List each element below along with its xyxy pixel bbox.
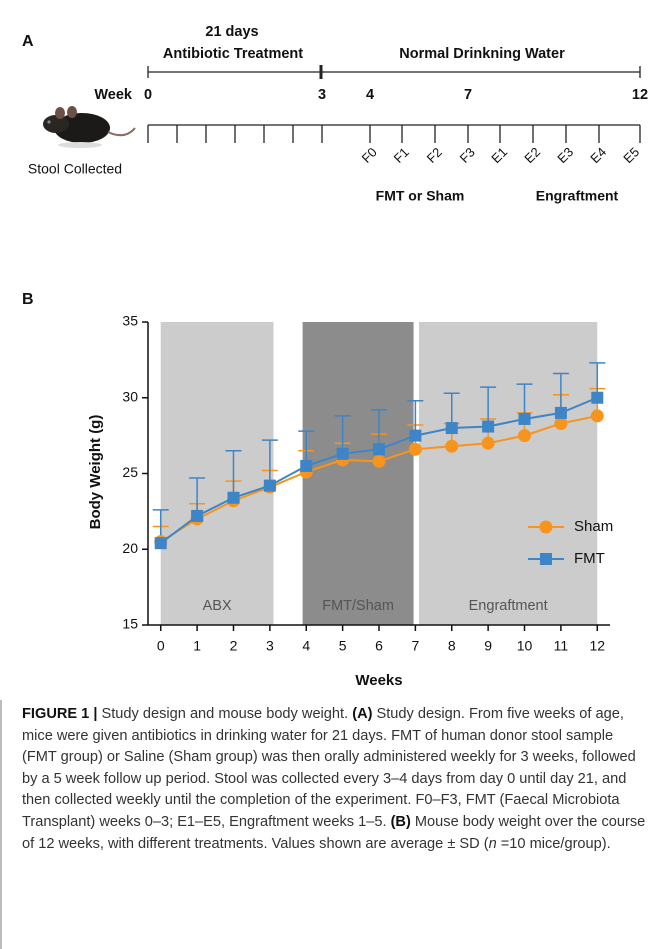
legend-marker: [539, 520, 553, 534]
y-tick-label: 25: [122, 464, 138, 480]
marker: [554, 417, 568, 431]
caption-text: Study design. From five weeks of age, mi…: [22, 706, 636, 830]
marker: [518, 429, 532, 443]
marker: [409, 429, 422, 442]
marker: [300, 459, 313, 472]
panel-label: A: [22, 33, 34, 50]
marker: [263, 479, 276, 492]
sample-label: E3: [554, 144, 576, 166]
phase-bracket: [147, 65, 641, 126]
region: [302, 322, 414, 625]
figure: A 21 days Antibiotic Treatment Normal Dr…: [22, 24, 648, 689]
marker: [591, 391, 604, 404]
x-tick-label: 2: [230, 638, 238, 654]
sample-label: E1: [488, 144, 510, 166]
marker: [445, 439, 459, 453]
marker: [554, 406, 567, 419]
stool-label: Stool Collected: [28, 161, 122, 177]
caption-text: Mouse body weight over the course of 12 …: [22, 813, 646, 852]
marker: [481, 436, 495, 450]
region: [160, 322, 274, 625]
marker: [445, 422, 458, 435]
x-tick-label: 11: [554, 638, 569, 654]
x-tick-label: 1: [193, 638, 201, 654]
sample-label: F3: [457, 145, 478, 166]
caption-ref: (A): [352, 706, 373, 722]
mouse-icon: [43, 106, 136, 148]
group-label: Engraftment: [536, 188, 619, 204]
group-label: FMT or Sham: [376, 188, 465, 204]
y-axis-title: Body Weight (g): [87, 415, 104, 530]
marker: [518, 412, 531, 425]
x-tick-label: 3: [266, 638, 274, 654]
y-tick-label: 20: [122, 540, 138, 556]
sample-label: F2: [424, 145, 445, 166]
caption-ref: (B): [390, 813, 411, 830]
y-tick-label: 30: [122, 388, 138, 404]
x-tick-label: 4: [302, 638, 310, 654]
marker: [227, 491, 240, 504]
week-number: 4: [366, 87, 374, 103]
phase-title: Normal Drinkning Water: [399, 46, 565, 62]
week-number: 12: [632, 87, 648, 103]
y-tick-label: 35: [122, 313, 138, 329]
week-number: 3: [318, 87, 326, 103]
panel-label: B: [22, 291, 34, 308]
caption-label: FIGURE 1 |: [22, 706, 98, 722]
week-number: 7: [464, 87, 472, 103]
legend-marker: [540, 553, 552, 565]
marker: [408, 442, 422, 456]
x-tick-label: 6: [375, 638, 383, 654]
x-tick-label: 0: [157, 638, 165, 654]
marker: [336, 447, 349, 460]
region-label: ABX: [203, 598, 232, 614]
sample-label: E5: [620, 144, 642, 166]
marker: [154, 537, 167, 550]
week-label: Week: [94, 87, 133, 103]
week-number: 0: [144, 87, 152, 103]
caption: FIGURE 1 | Study design and mouse body w…: [0, 700, 650, 949]
phase-title: Antibiotic Treatment: [163, 46, 303, 62]
caption-text: Study design and mouse body weight.: [97, 706, 353, 722]
marker: [590, 409, 604, 423]
x-axis-title: Weeks: [355, 672, 402, 689]
marker: [372, 454, 386, 468]
y-tick-label: 15: [122, 616, 138, 632]
legend-label: FMT: [574, 550, 605, 567]
legend-label: Sham: [574, 518, 613, 535]
caption-italic: n: [488, 835, 497, 852]
sample-label: E2: [521, 144, 543, 166]
phase-title: 21 days: [205, 24, 258, 40]
x-tick-label: 5: [339, 638, 347, 654]
sample-label: F1: [391, 145, 412, 166]
x-tick-label: 7: [411, 638, 419, 654]
marker: [373, 443, 385, 456]
sample-label: E4: [587, 144, 609, 166]
marker: [482, 420, 495, 433]
x-tick-label: 10: [517, 638, 533, 654]
x-tick-label: 9: [484, 638, 492, 654]
sample-label: F0: [359, 145, 380, 166]
marker: [191, 509, 204, 522]
caption-text: =10 mice/group).: [496, 835, 611, 852]
x-tick-label: 12: [589, 638, 605, 654]
x-tick-label: 8: [448, 638, 456, 654]
region: [419, 322, 598, 625]
region-label: Engraftment: [469, 598, 548, 614]
region-label: FMT/Sham: [322, 598, 394, 614]
